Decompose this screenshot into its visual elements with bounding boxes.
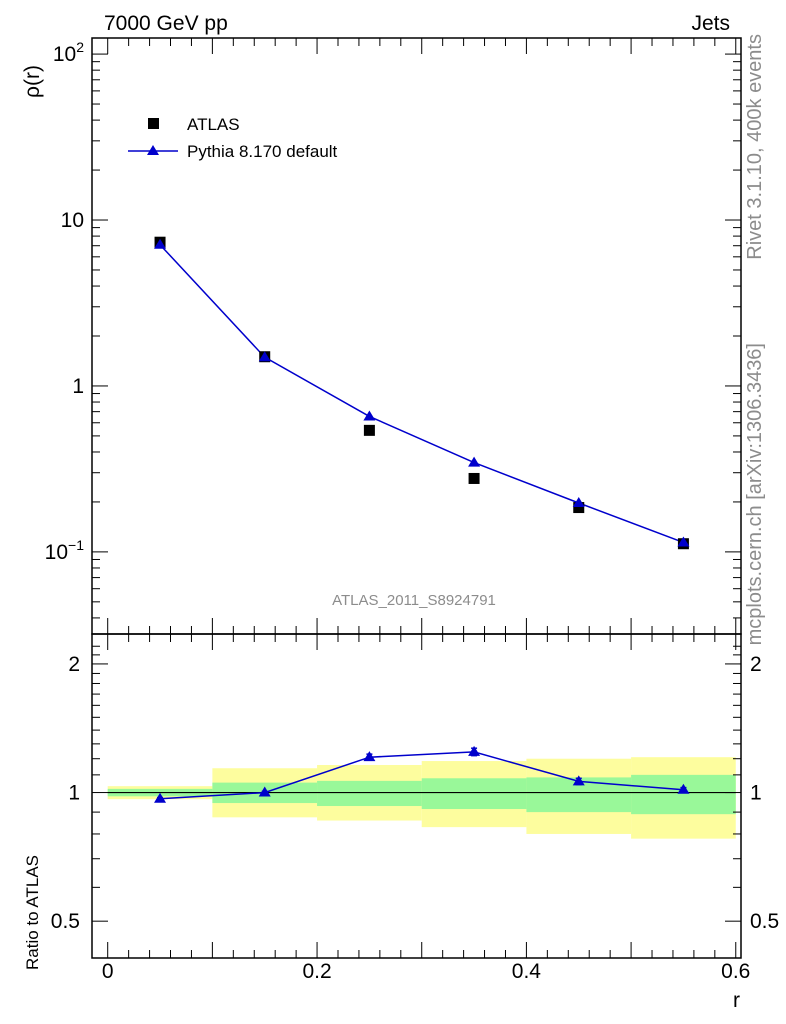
ratio-plot-area: [154, 745, 690, 803]
legend-pythia-marker: [147, 145, 159, 155]
ratio-point: [572, 775, 585, 786]
ratio-panel-frame: [91, 633, 742, 959]
ratio-point: [363, 751, 376, 762]
ratio-y-tick-label-right: 0.5: [750, 910, 779, 933]
pythia-point: [154, 238, 167, 249]
side-text-bottom: mcplots.cern.ch [arXiv:1306.3436]: [744, 343, 766, 645]
x-tick-label: 0.2: [302, 960, 331, 983]
x-axis-label: r: [733, 989, 740, 1012]
main-plot-area: [154, 236, 690, 550]
main-y-tick-label: 10−1: [45, 537, 85, 564]
plot-frames: 0 0.2 0.4 0.6 102 10 1 10−1 0.5 0.5 1 1 2 2: [45, 37, 779, 983]
band-inner-bin-5: [631, 774, 736, 815]
band-inner-bin-3: [421, 778, 527, 810]
pythia-point: [572, 497, 585, 508]
pythia-point: [677, 536, 690, 547]
main-y-tick-label: 10: [61, 209, 84, 232]
legend-pythia-label: Pythia 8.170 default: [187, 142, 338, 161]
x-tick-label: 0: [102, 960, 114, 983]
pythia-point: [468, 456, 481, 467]
main-y-tick-label: 102: [53, 39, 84, 66]
pythia-point: [363, 410, 376, 421]
ratio-y-axis-label: Ratio to ATLAS: [23, 855, 42, 970]
ratio-y-tick-label-right: 1: [750, 782, 762, 805]
ratio-line: [159, 751, 684, 800]
ratio-point: [154, 792, 167, 803]
atlas-point: [363, 424, 375, 436]
legend-atlas-marker: [148, 118, 159, 129]
ratio-point: [677, 783, 690, 794]
ratio-point: [258, 786, 271, 797]
main-y-axis-label: ρ(r): [21, 65, 44, 98]
ratio-uncertainty-bands: [107, 757, 736, 839]
ratio-y-tick-label-left: 2: [68, 653, 80, 676]
ratio-y-tick-label-right: 2: [750, 653, 762, 676]
band-inner-bin-2: [317, 780, 422, 807]
header-left: 7000 GeV pp: [104, 12, 228, 35]
ratio-point: [468, 745, 481, 756]
legend-atlas-label: ATLAS: [187, 115, 240, 134]
pythia-point: [258, 351, 271, 362]
atlas-point: [573, 502, 585, 514]
pythia-line: [159, 244, 684, 544]
main-y-tick-label: 1: [72, 375, 84, 398]
ratio-y-tick-label-left: 1: [68, 782, 80, 805]
side-text-top: Rivet 3.1.10, 400k events: [744, 34, 766, 260]
header-right: Jets: [691, 12, 730, 35]
x-tick-label: 0.4: [512, 960, 542, 983]
ratio-y-tick-label-left: 0.5: [51, 910, 80, 933]
x-tick-label: 0.6: [721, 960, 750, 983]
analysis-watermark: ATLAS_2011_S8924791: [332, 592, 496, 609]
atlas-point: [468, 472, 480, 484]
legend: ATLAS Pythia 8.170 default: [128, 115, 338, 161]
